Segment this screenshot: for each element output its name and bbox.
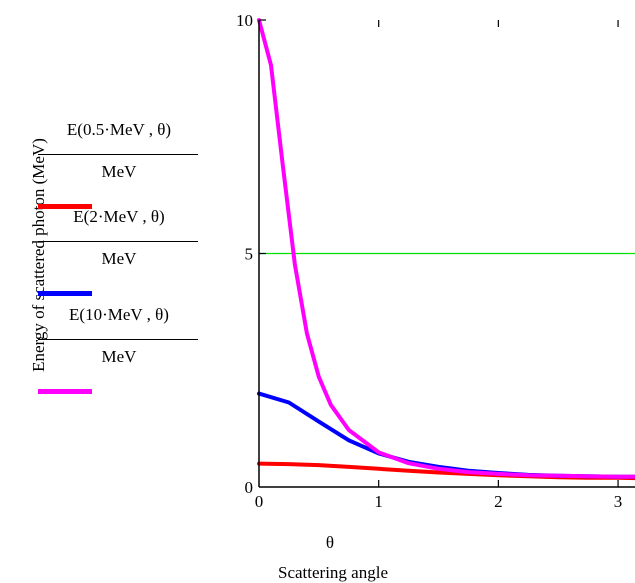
x-tick-label: 1 xyxy=(374,492,383,511)
y-tick-label: 5 xyxy=(245,245,254,264)
series-line-2 xyxy=(257,18,635,479)
x-tick-label: 0 xyxy=(255,492,264,511)
legend-numerator: E(2·MeV , θ) xyxy=(73,207,165,226)
legend-denominator: MeV xyxy=(101,162,137,181)
legend-numerator: E(0.5·MeV , θ) xyxy=(66,120,172,139)
legend-swatch xyxy=(38,389,92,394)
x-tick-label: 2 xyxy=(494,492,503,511)
legend-denominator: MeV xyxy=(101,347,137,366)
legend-fraction-bar xyxy=(38,154,198,155)
legend-swatch xyxy=(38,204,92,209)
y-tick-label: 0 xyxy=(245,478,254,497)
legend-fraction-bar xyxy=(38,339,198,340)
legend-numerator: E(10·MeV , θ) xyxy=(69,305,169,324)
legend-swatch xyxy=(38,291,92,296)
y-tick-label: 10 xyxy=(236,11,253,30)
x-axis-label: Scattering angle xyxy=(278,563,388,582)
x-axis-variable: θ xyxy=(325,533,335,552)
legend-denominator: MeV xyxy=(101,249,137,268)
x-tick-label: 3 xyxy=(614,492,623,511)
legend-fraction-bar xyxy=(38,241,198,242)
